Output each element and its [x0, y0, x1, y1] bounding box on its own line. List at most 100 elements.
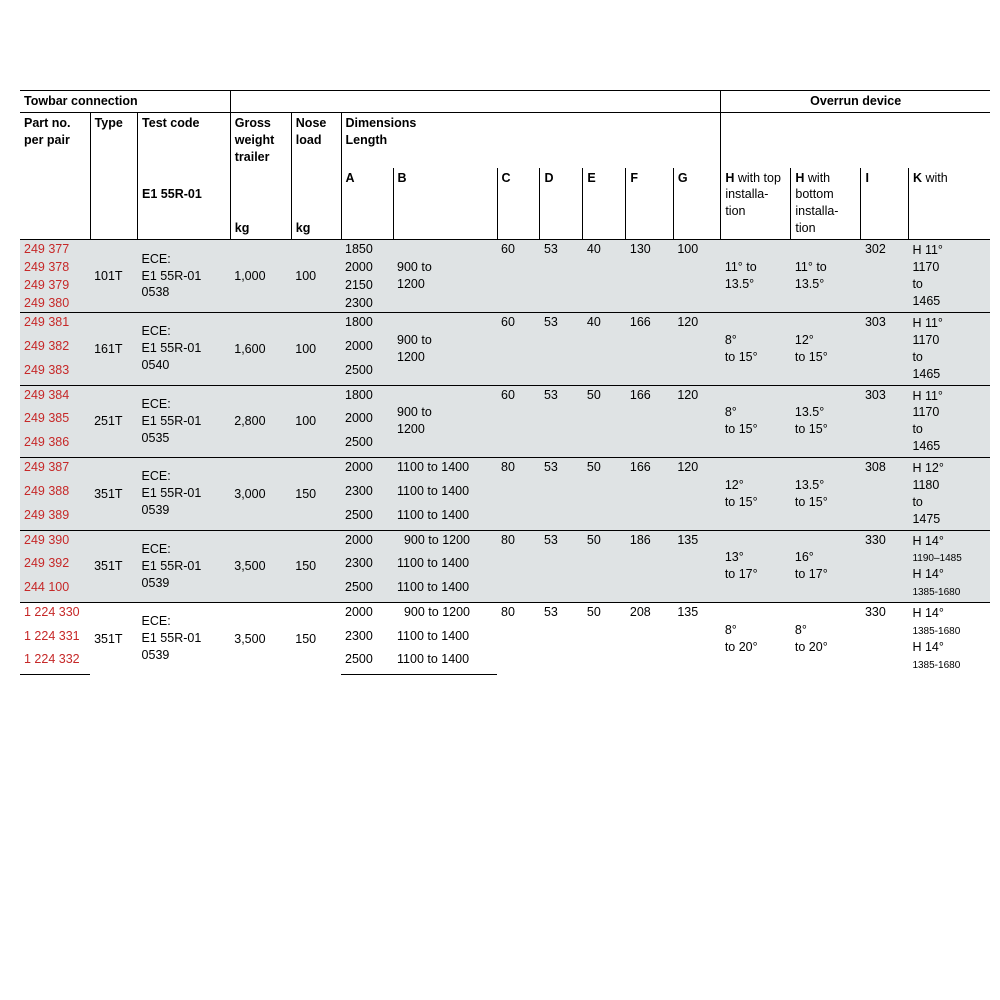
- dim-D: 53: [540, 530, 583, 603]
- dim-D: 53: [540, 313, 583, 386]
- type-cell: 351T: [90, 530, 137, 603]
- hdr-A: A: [341, 168, 393, 240]
- gross-weight-cell: 1,000: [230, 240, 291, 313]
- hdr-type: Type: [90, 112, 137, 167]
- hdr-E: E: [583, 168, 626, 240]
- dim-K: H 11°1170to1465: [908, 385, 990, 458]
- dim-K: H 14°1385-1680H 14°1385-1680: [908, 603, 990, 675]
- dim-B: 1100 to 1400: [393, 650, 497, 674]
- hdr-F: F: [626, 168, 673, 240]
- dim-D: 53: [540, 458, 583, 531]
- dim-A: 2000: [341, 530, 393, 554]
- dim-G: 120: [673, 458, 720, 531]
- dim-H-top: 12°to 15°: [721, 458, 791, 531]
- dim-B: 1100 to 1400: [393, 458, 497, 482]
- dim-D: 53: [540, 385, 583, 458]
- dim-E: 40: [583, 240, 626, 313]
- dim-A: 2500: [341, 578, 393, 602]
- type-cell: 161T: [90, 313, 137, 386]
- dim-E: 40: [583, 313, 626, 386]
- hdr-H1-b: H: [725, 171, 734, 185]
- dim-F: 130: [626, 240, 673, 313]
- dim-F: 166: [626, 458, 673, 531]
- type-cell: 101T: [90, 240, 137, 313]
- dim-A: 2000: [341, 603, 393, 627]
- towbar-table: Towbar connection Overrun device Part no…: [20, 90, 990, 675]
- table-row: 249 377101TECE:E1 55R-0105381,0001001850…: [20, 240, 990, 259]
- test-code-cell: ECE:E1 55R-010538: [138, 240, 231, 313]
- gross-weight-cell: 1,600: [230, 313, 291, 386]
- dim-C: 60: [497, 240, 540, 313]
- dim-A: 2300: [341, 294, 393, 313]
- test-code-cell: ECE:E1 55R-010539: [138, 603, 231, 675]
- section-overrun: Overrun device: [721, 91, 990, 113]
- dim-K: H 14°1190–1485H 14°1385-1680: [908, 530, 990, 603]
- test-code-cell: ECE:E1 55R-010540: [138, 313, 231, 386]
- dim-A: 2000: [341, 458, 393, 482]
- dim-I: 302: [861, 240, 908, 313]
- dim-B: 900 to1200: [393, 313, 497, 386]
- gross-weight-cell: 2,800: [230, 385, 291, 458]
- dim-B: 900 to1200: [393, 385, 497, 458]
- dim-A: 2300: [341, 554, 393, 578]
- hdr-B: B: [393, 168, 497, 240]
- dim-E: 50: [583, 603, 626, 675]
- part-number: 1 224 332: [20, 650, 90, 674]
- part-number: 249 387: [20, 458, 90, 482]
- test-code-cell: ECE:E1 55R-010539: [138, 458, 231, 531]
- type-cell: 351T: [90, 603, 137, 675]
- dim-H-bottom: 16°to 17°: [791, 530, 861, 603]
- hdr-G: G: [673, 168, 720, 240]
- dim-F: 208: [626, 603, 673, 675]
- dim-A: 1800: [341, 385, 393, 409]
- nose-load-cell: 100: [291, 385, 341, 458]
- hdr-I: I: [861, 168, 908, 240]
- dim-A: 2500: [341, 433, 393, 457]
- dim-A: 2300: [341, 482, 393, 506]
- type-cell: 351T: [90, 458, 137, 531]
- part-number: 249 389: [20, 506, 90, 530]
- hdr-H1-sub: with top installa-tion: [725, 171, 781, 219]
- dim-H-bottom: 8°to 20°: [791, 603, 861, 675]
- nose-load-cell: 100: [291, 240, 341, 313]
- gross-weight-cell: 3,500: [230, 603, 291, 675]
- dim-A: 2500: [341, 650, 393, 674]
- hdr-part: Part no. per pair: [20, 112, 90, 167]
- table-group: 249 390351TECE:E1 55R-0105393,5001502000…: [20, 530, 990, 603]
- dim-C: 80: [497, 458, 540, 531]
- test-code-cell: ECE:E1 55R-010539: [138, 530, 231, 603]
- dim-K: H 11°1170to1465: [908, 240, 990, 313]
- dim-H-top: 8°to 15°: [721, 385, 791, 458]
- dim-G: 100: [673, 240, 720, 313]
- dim-B: 900 to 1200: [393, 530, 497, 554]
- dim-B: 1100 to 1400: [393, 627, 497, 651]
- part-number: 1 224 331: [20, 627, 90, 651]
- dim-G: 135: [673, 530, 720, 603]
- part-number: 249 381: [20, 313, 90, 337]
- part-number: 249 390: [20, 530, 90, 554]
- dim-B: 1100 to 1400: [393, 578, 497, 602]
- part-number: 249 388: [20, 482, 90, 506]
- dim-A: 2000: [341, 337, 393, 361]
- dim-H-top: 8°to 15°: [721, 313, 791, 386]
- dim-I: 330: [861, 530, 908, 603]
- dim-H-bottom: 11° to13.5°: [791, 240, 861, 313]
- hdr-test-sub: E1 55R-01: [138, 168, 231, 240]
- dim-A: 2500: [341, 361, 393, 385]
- dim-E: 50: [583, 530, 626, 603]
- dim-H-bottom: 13.5°to 15°: [791, 458, 861, 531]
- part-number: 249 383: [20, 361, 90, 385]
- nose-load-cell: 150: [291, 458, 341, 531]
- dim-D: 53: [540, 240, 583, 313]
- hdr-H2: H with bottom installa-tion: [791, 168, 861, 240]
- dim-F: 166: [626, 313, 673, 386]
- part-number: 249 385: [20, 409, 90, 433]
- dim-I: 330: [861, 603, 908, 675]
- dim-B: 1100 to 1400: [393, 554, 497, 578]
- part-number: 244 100: [20, 578, 90, 602]
- nose-load-cell: 100: [291, 313, 341, 386]
- hdr-dims-label: Dimensions: [346, 116, 417, 130]
- dim-H-top: 8°to 20°: [721, 603, 791, 675]
- hdr-length-label: Length: [346, 133, 388, 147]
- dim-E: 50: [583, 385, 626, 458]
